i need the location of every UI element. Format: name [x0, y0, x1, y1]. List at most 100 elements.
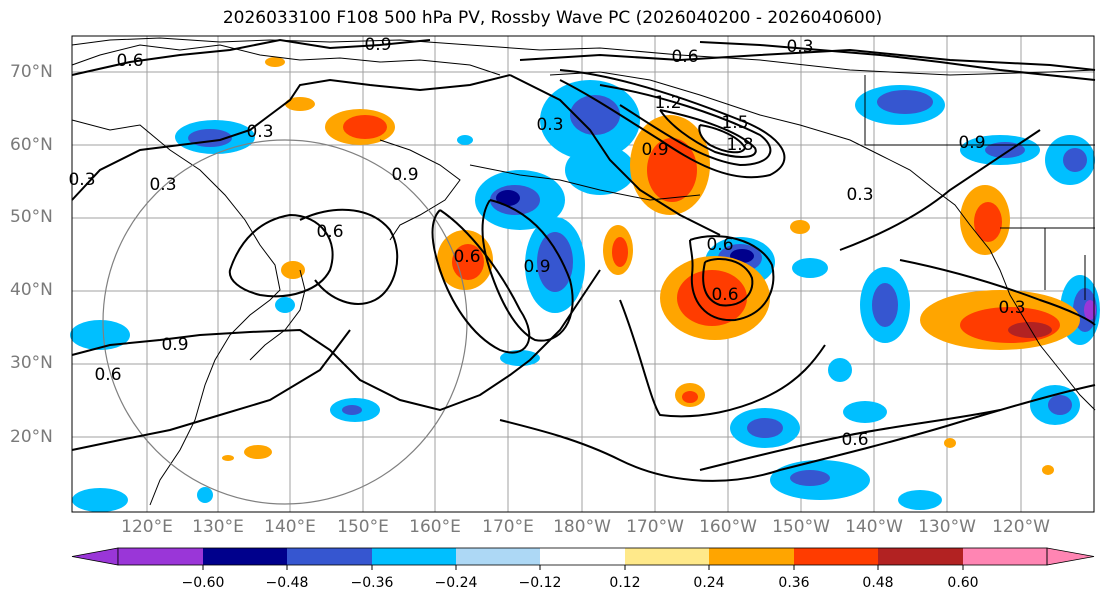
- colorbar-frame: [117, 547, 1048, 566]
- contour-label: 0.3: [536, 115, 563, 135]
- colorbar-tick-label: 0.36: [778, 575, 810, 591]
- anomaly-neg: [843, 401, 887, 423]
- anomaly-neg: [828, 358, 852, 382]
- anomaly-pos: [281, 261, 305, 279]
- colorbar-segment: [118, 548, 203, 565]
- lon-label: 140°W: [845, 517, 903, 537]
- anomaly-pos: [647, 138, 697, 202]
- pv-contour: [659, 109, 757, 158]
- anomaly-neg: [496, 190, 520, 206]
- lon-label: 130°E: [192, 517, 244, 537]
- anomaly-neg: [1048, 395, 1072, 415]
- pv-contour: [699, 409, 1001, 471]
- contour-label: 0.3: [246, 122, 273, 142]
- lon-label: 140°E: [264, 517, 316, 537]
- lon-label: 160°W: [699, 517, 757, 537]
- anomaly-pos: [974, 202, 1002, 242]
- coast-asia: [71, 119, 281, 506]
- pv-contour: [431, 209, 531, 354]
- colorbar-tick-label: −0.60: [181, 575, 225, 591]
- anomaly-neg: [457, 135, 473, 145]
- colorbar-segment: [878, 548, 963, 565]
- colorbar-segment: [540, 548, 625, 565]
- lon-label: 120°E: [121, 517, 173, 537]
- pv-contour: [481, 199, 574, 342]
- contour-label: 1.8: [726, 135, 753, 155]
- lat-label: 20°N: [10, 427, 53, 447]
- lon-label: 130°W: [918, 517, 976, 537]
- colorbar-segment: [709, 548, 794, 565]
- contour-label: 0.3: [786, 37, 813, 57]
- colorbar-tick-label: −0.12: [518, 575, 562, 591]
- anomaly-pos: [285, 97, 315, 111]
- pv-contour: [509, 74, 721, 236]
- colorbar-segment: [456, 548, 540, 565]
- pv-contour: [899, 259, 1096, 326]
- pv-contour: [689, 235, 775, 322]
- contour-label: 0.9: [641, 140, 668, 160]
- contour-label: 0.3: [149, 175, 176, 195]
- pv-contours: [71, 38, 1096, 482]
- pv-contour: [299, 208, 399, 305]
- coast-aleutians: [469, 164, 701, 201]
- colorbar: [71, 547, 1095, 570]
- anomaly-neg: [565, 145, 635, 195]
- pv-contour: [228, 213, 334, 298]
- colorbar-segment: [794, 548, 878, 565]
- contour-label: 0.6: [116, 51, 143, 71]
- pv-contour: [71, 74, 511, 201]
- lon-label: 180°W: [553, 517, 611, 537]
- contour-label: 0.6: [706, 235, 733, 255]
- pv-contour: [699, 41, 1096, 81]
- lon-label: 120°W: [992, 517, 1050, 537]
- pv-contour: [519, 48, 1096, 71]
- contour-labels: 0.9 0.6 0.3 0.6 0.9 0.6 0.9 0.3 0.6 0.9 1.2 1.51.8 0…: [68, 35, 1025, 450]
- anomaly-neg: [1084, 300, 1096, 320]
- pv-contour: [698, 124, 747, 154]
- colorbar-tick-label: −0.36: [350, 575, 394, 591]
- coast-alaska: [549, 71, 1096, 411]
- anomaly-neg: [197, 487, 213, 503]
- contour-label: 0.3: [68, 170, 95, 190]
- anomaly-neg: [275, 297, 295, 313]
- anomaly-pos: [1008, 322, 1052, 338]
- pv-contour: [599, 84, 772, 167]
- pv-contour: [559, 69, 786, 179]
- anomaly-pos: [790, 220, 810, 234]
- anomaly-pos: [612, 237, 628, 267]
- anomaly-pos: [244, 445, 272, 459]
- anomaly-neg: [70, 320, 130, 350]
- anomaly-neg: [790, 470, 830, 486]
- anomaly-pos: [682, 391, 698, 403]
- anomaly-neg: [537, 232, 573, 292]
- chart-title: 2026033100 F108 500 hPa PV, Rossby Wave …: [222, 8, 883, 28]
- coastlines: [71, 37, 1096, 506]
- anomaly-neg: [877, 90, 933, 114]
- map-frame: [71, 35, 1095, 513]
- border-us-states: [1044, 228, 1086, 300]
- anomaly-pos: [265, 57, 285, 67]
- contour-label: 1.2: [654, 93, 681, 113]
- lat-label: 40°N: [10, 280, 53, 300]
- coast-asia-north: [71, 37, 1096, 76]
- contour-label: 0.3: [846, 185, 873, 205]
- colorbar-segment: [625, 548, 709, 565]
- lat-label: 50°N: [10, 207, 53, 227]
- lat-label: 30°N: [10, 353, 53, 373]
- anomaly-pos: [1042, 465, 1054, 475]
- anomaly-neg: [72, 488, 128, 512]
- lat-label: 60°N: [10, 135, 53, 155]
- colorbar-tick-label: 0.60: [947, 575, 979, 591]
- coast-kamchatka: [379, 139, 461, 241]
- coast-asia: [71, 44, 501, 76]
- anomaly-pos: [222, 455, 234, 461]
- lon-label: 150°E: [337, 517, 389, 537]
- anomaly-neg: [792, 258, 828, 278]
- lon-label: 160°E: [409, 517, 461, 537]
- contour-label: 0.6: [841, 430, 868, 450]
- anomaly-shading: [70, 57, 1100, 512]
- anomaly-pos: [944, 438, 956, 448]
- colorbar-tick-label: −0.48: [265, 575, 309, 591]
- anomaly-neg: [872, 283, 898, 327]
